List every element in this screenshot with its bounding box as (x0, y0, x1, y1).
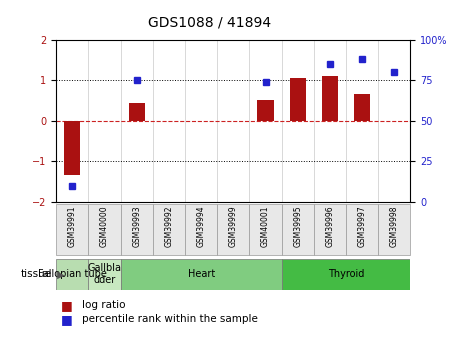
Text: ▶: ▶ (54, 269, 65, 279)
FancyBboxPatch shape (56, 204, 89, 255)
FancyBboxPatch shape (185, 204, 217, 255)
Bar (322, 76, 338, 121)
Bar (129, 102, 145, 121)
FancyBboxPatch shape (89, 259, 121, 290)
Text: Heart: Heart (188, 269, 215, 279)
Text: GSM39995: GSM39995 (293, 206, 302, 247)
Text: Fallopian tube: Fallopian tube (38, 269, 107, 279)
Text: GSM40000: GSM40000 (100, 206, 109, 247)
Text: GSM39997: GSM39997 (357, 206, 367, 247)
FancyBboxPatch shape (89, 204, 121, 255)
Text: GSM39998: GSM39998 (390, 206, 399, 247)
Text: Thyroid: Thyroid (328, 269, 364, 279)
FancyBboxPatch shape (281, 259, 410, 290)
Text: GSM39996: GSM39996 (325, 206, 334, 247)
FancyBboxPatch shape (56, 259, 89, 290)
FancyBboxPatch shape (314, 204, 346, 255)
FancyBboxPatch shape (250, 204, 281, 255)
Text: percentile rank within the sample: percentile rank within the sample (82, 314, 258, 324)
Text: GSM39991: GSM39991 (68, 206, 77, 247)
FancyBboxPatch shape (281, 204, 314, 255)
Text: Gallbla
dder: Gallbla dder (88, 264, 121, 285)
FancyBboxPatch shape (346, 204, 378, 255)
Bar (290, 78, 306, 121)
Text: log ratio: log ratio (82, 300, 126, 310)
Text: GSM39999: GSM39999 (229, 206, 238, 247)
FancyBboxPatch shape (121, 259, 281, 290)
Text: GSM39992: GSM39992 (165, 206, 174, 247)
FancyBboxPatch shape (153, 204, 185, 255)
Bar (64, 121, 80, 176)
Text: GSM39994: GSM39994 (197, 206, 205, 247)
FancyBboxPatch shape (121, 204, 153, 255)
Text: ■: ■ (61, 313, 77, 326)
FancyBboxPatch shape (378, 204, 410, 255)
FancyBboxPatch shape (217, 204, 250, 255)
Bar (257, 100, 273, 121)
Text: GDS1088 / 41894: GDS1088 / 41894 (148, 16, 272, 30)
Text: GSM39993: GSM39993 (132, 206, 141, 247)
Text: GSM40001: GSM40001 (261, 206, 270, 247)
Text: tissue: tissue (21, 269, 52, 279)
Bar (354, 95, 370, 121)
Text: ■: ■ (61, 299, 77, 312)
